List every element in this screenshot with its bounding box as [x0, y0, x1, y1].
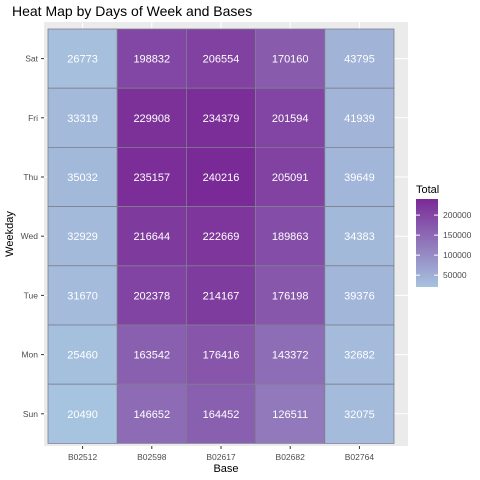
heatmap-cell: [185, 87, 256, 148]
legend-color-bar: [416, 199, 438, 287]
heatmap-cell: [116, 146, 187, 207]
y-tick-label: Tue: [24, 290, 39, 300]
cell-value-label: 198832: [133, 54, 170, 66]
cell-value-label: 222669: [203, 231, 240, 243]
cell-value-label: 176416: [203, 350, 240, 362]
heatmap-cell: [324, 206, 395, 267]
cell-value-label: 229908: [133, 113, 170, 125]
heatmap-cell: [47, 265, 118, 326]
cell-value-label: 216644: [133, 231, 170, 243]
heatmap-cell: [255, 87, 326, 148]
cell-value-label: 39376: [344, 290, 375, 302]
cell-value-label: 26773: [67, 54, 98, 66]
y-tick-label: Sun: [23, 409, 38, 419]
x-tick-label: B02512: [68, 452, 98, 462]
y-axis-title: Weekday: [4, 211, 16, 257]
cell-value-label: 39649: [344, 172, 375, 184]
cell-value-label: 25460: [67, 350, 98, 362]
cell-value-label: 206554: [203, 54, 240, 66]
cell-value-label: 41939: [344, 113, 375, 125]
heatmap-cell: [47, 28, 118, 89]
x-tick-label: B02682: [276, 452, 306, 462]
cell-value-label: 20490: [67, 409, 98, 421]
cell-value-label: 31670: [67, 290, 98, 302]
y-tick-label: Mon: [21, 350, 38, 360]
heatmap-cell: [185, 324, 256, 385]
cell-value-label: 201594: [272, 113, 309, 125]
legend-tick-label: 150000: [443, 230, 472, 240]
heatmap-cell: [255, 206, 326, 267]
heatmap-cell: [255, 146, 326, 207]
cell-value-label: 32929: [67, 231, 98, 243]
cell-value-label: 176198: [272, 290, 309, 302]
cell-value-label: 43795: [344, 54, 375, 66]
cell-value-label: 235157: [133, 172, 170, 184]
legend-tick-label: 100000: [443, 250, 472, 260]
x-tick-label: B02598: [137, 452, 167, 462]
heatmap-cells: [47, 28, 395, 444]
heatmap-cell: [255, 265, 326, 326]
cell-value-label: 202378: [133, 290, 170, 302]
cell-value-label: 32682: [344, 350, 375, 362]
legend-tick-label: 200000: [443, 210, 472, 220]
cell-value-label: 163542: [133, 350, 170, 362]
heatmap-cell: [185, 146, 256, 207]
cell-value-label: 214167: [203, 290, 240, 302]
heatmap-cell: [185, 383, 256, 444]
heatmap-cell: [116, 383, 187, 444]
x-tick-label: B02617: [206, 452, 236, 462]
x-tick-label: B02764: [345, 452, 375, 462]
cell-value-label: 35032: [67, 172, 98, 184]
cell-value-label: 32075: [344, 409, 375, 421]
cell-value-label: 126511: [272, 409, 308, 421]
cell-value-label: 234379: [203, 113, 240, 125]
heatmap-cell: [324, 324, 395, 385]
y-tick-label: Wed: [21, 231, 39, 241]
heatmap-cell: [255, 28, 326, 89]
heatmap-cell: [324, 383, 395, 444]
heatmap-cell: [116, 87, 187, 148]
y-axis-ticks: Sat Fri Thu Wed Tue Mon Sun: [21, 54, 44, 419]
heatmap-cell-labels: 26773 198832 206554 170160 43795 33319 229908 2…: [67, 54, 374, 421]
cell-value-label: 189863: [272, 231, 309, 243]
legend-tick-label: 50000: [443, 270, 467, 280]
heatmap-cell: [185, 28, 256, 89]
cell-value-label: 143372: [272, 350, 309, 362]
cell-value-label: 34383: [344, 231, 375, 243]
y-tick-label: Sat: [25, 54, 38, 64]
heatmap-cell: [116, 324, 187, 385]
x-axis-title: Base: [213, 463, 238, 475]
heatmap-cell: [324, 146, 395, 207]
cell-value-label: 146652: [133, 409, 170, 421]
x-axis-ticks: B02512 B02598 B02617 B02682 B02764: [68, 446, 374, 462]
cell-value-label: 164452: [203, 409, 240, 421]
heatmap-cell: [324, 87, 395, 148]
cell-value-label: 240216: [203, 172, 240, 184]
legend-title: Total: [416, 184, 439, 196]
cell-value-label: 205091: [272, 172, 309, 184]
color-legend: Total 50000 100000 150000 200000: [416, 184, 472, 287]
y-tick-label: Thu: [23, 172, 38, 182]
chart-title: Heat Map by Days of Week and Bases: [12, 3, 252, 19]
heatmap-cell: [185, 265, 256, 326]
heatmap-cell: [47, 146, 118, 207]
heatmap-cell: [185, 206, 256, 267]
cell-value-label: 33319: [67, 113, 98, 125]
heatmap-cell: [116, 206, 187, 267]
y-tick-label: Fri: [28, 113, 38, 123]
cell-value-label: 170160: [272, 54, 309, 66]
legend-ticks: 50000 100000 150000 200000: [416, 210, 472, 280]
